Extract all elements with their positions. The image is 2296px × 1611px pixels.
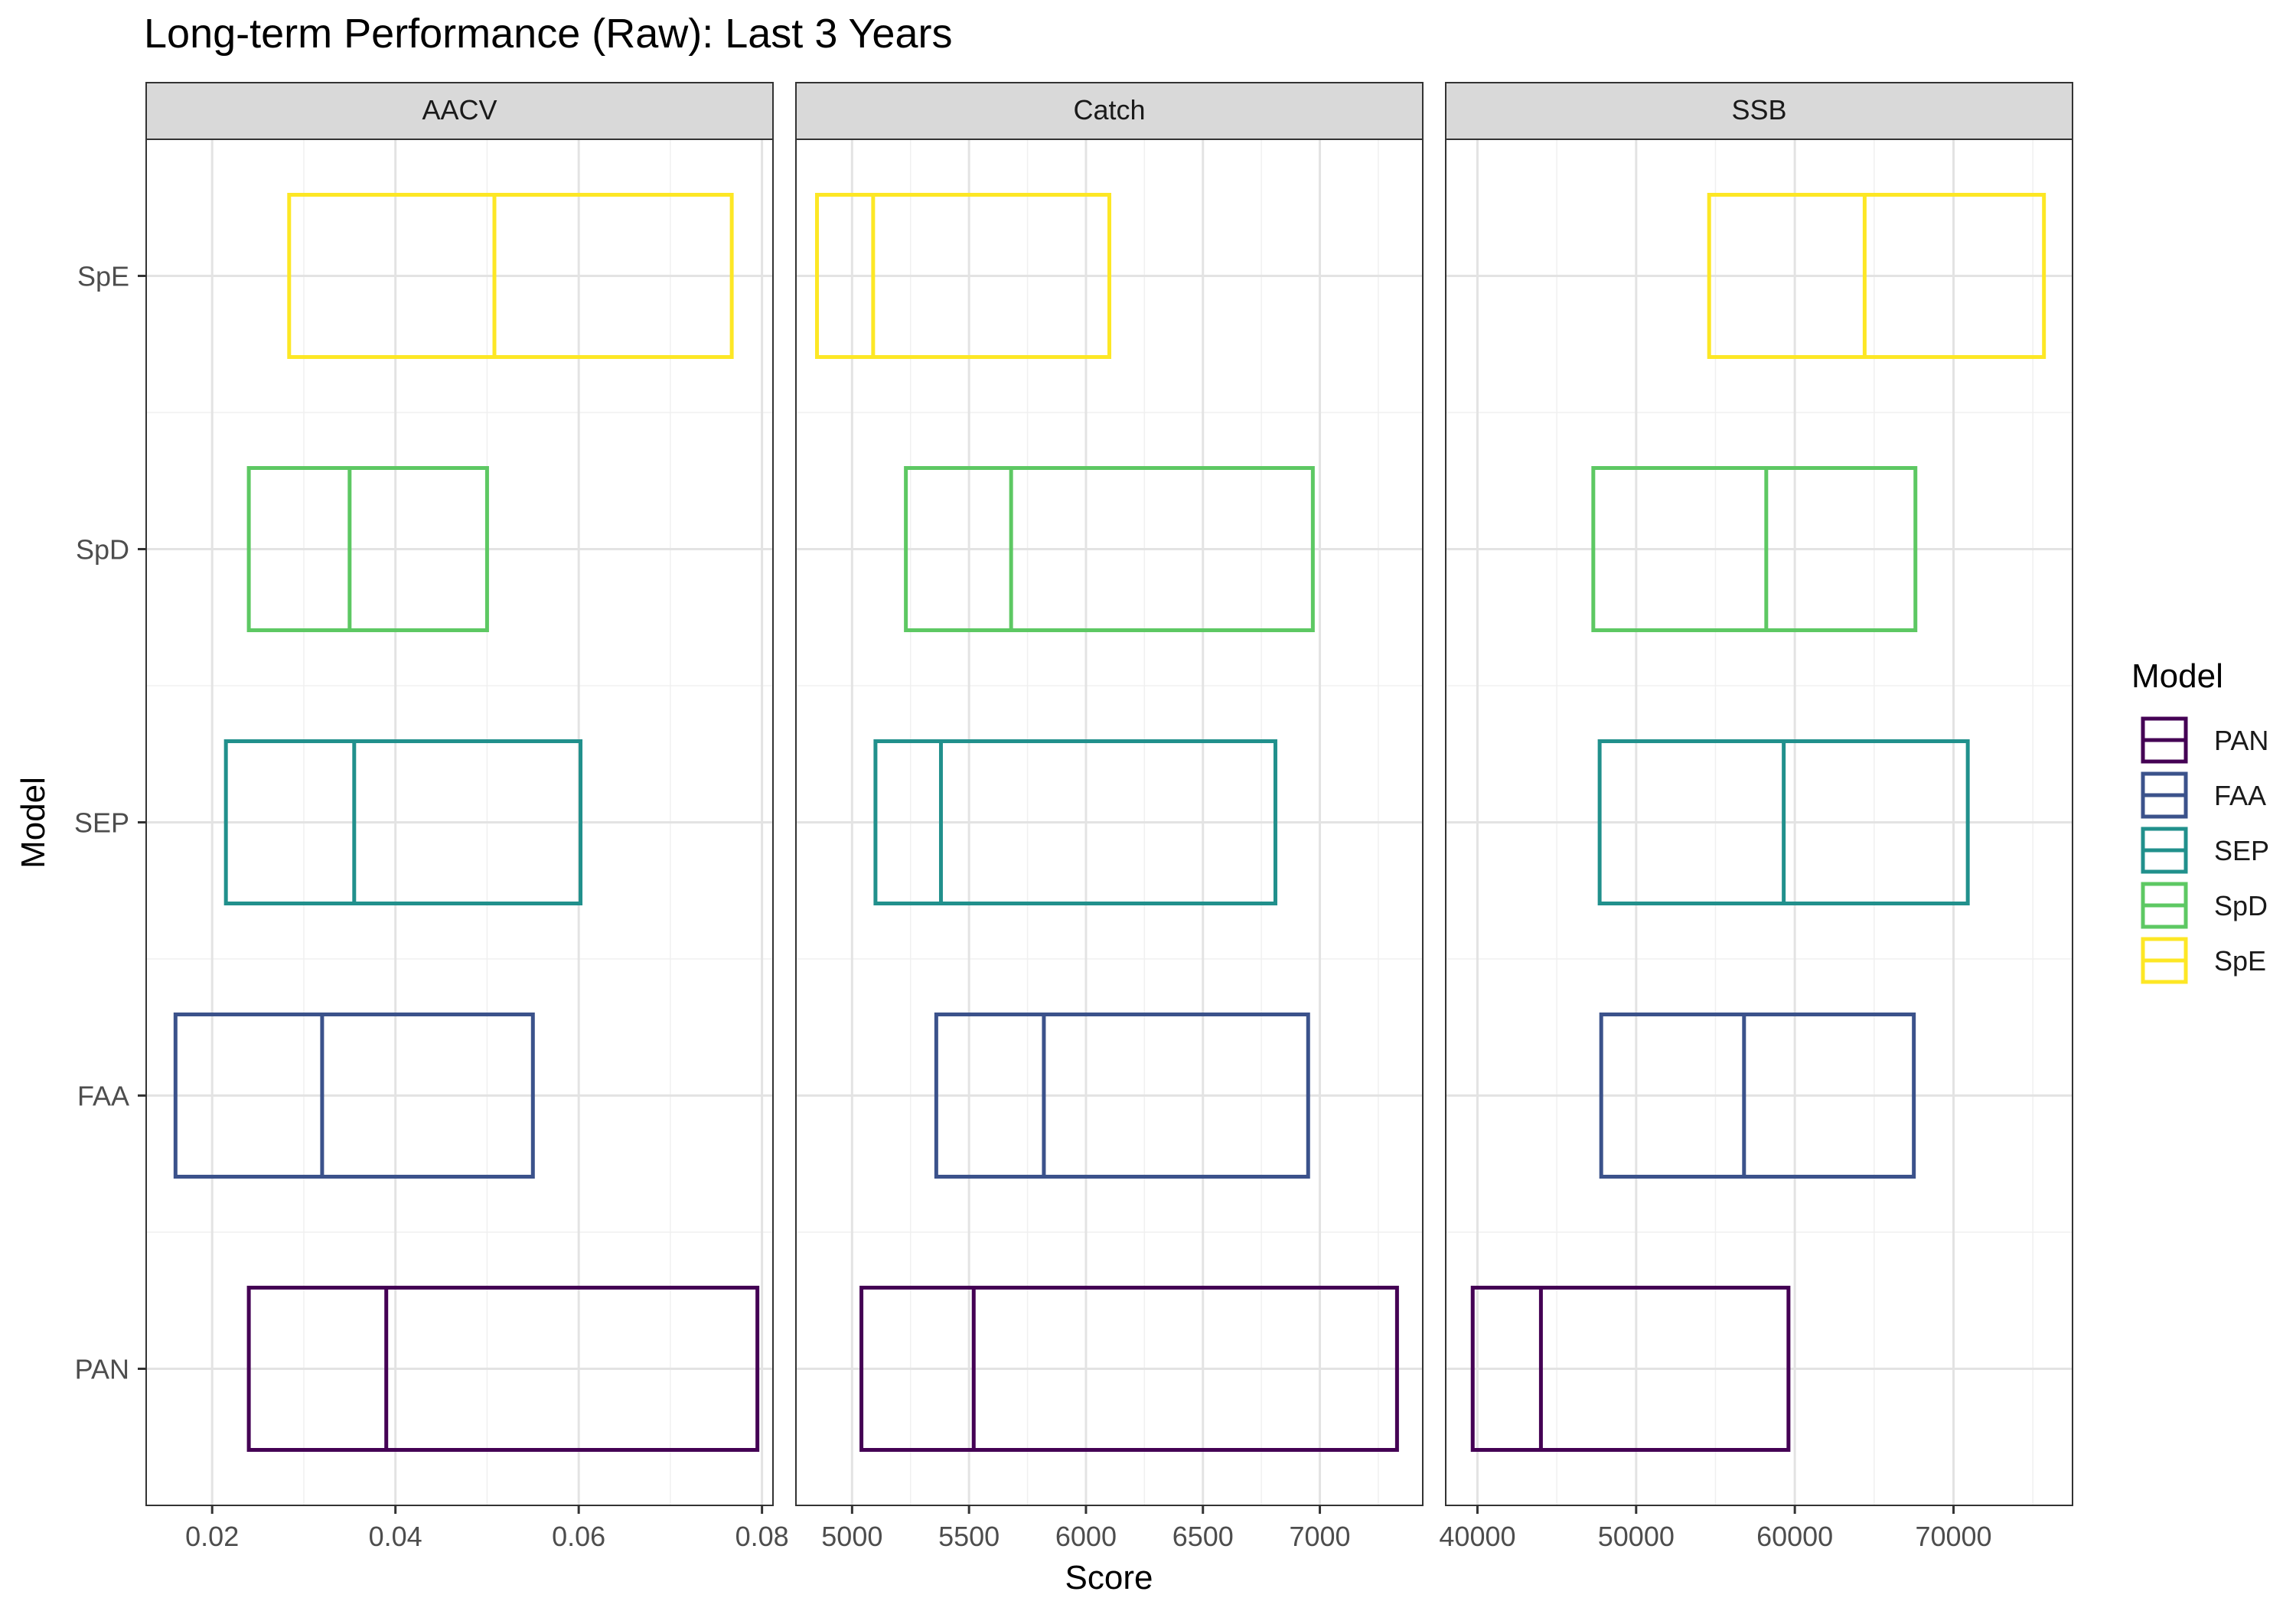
panels-layer: AACV 0.02 0.04 0.06 0.08 Catch 5000 5500 6000 650… — [145, 82, 2073, 1552]
x-tick-label: 7000 — [1289, 1521, 1350, 1552]
box-spd — [246, 466, 489, 632]
legend-item-sep: SEP — [2141, 827, 2269, 874]
y-axis-title: Model — [15, 777, 52, 869]
x-tick-label: 0.02 — [185, 1521, 239, 1552]
box-rect — [934, 1013, 1310, 1179]
x-tick-label: 5500 — [938, 1521, 1000, 1552]
panel-ssb: SSB 40000 50000 60000 70000 — [1439, 82, 2073, 1552]
box-rect — [1591, 466, 1918, 632]
box-pan — [1470, 1286, 1791, 1452]
box-spe — [287, 193, 734, 359]
x-tick-label: 70000 — [1915, 1521, 1991, 1552]
legend-item-spe: SpE — [2141, 937, 2266, 984]
box-rect — [287, 193, 734, 359]
x-tick-label: 40000 — [1439, 1521, 1515, 1552]
y-tick-label: PAN — [75, 1354, 129, 1385]
box-spd — [904, 466, 1315, 632]
box-rect — [904, 466, 1315, 632]
box-rect — [873, 739, 1277, 905]
legend-item-pan: PAN — [2141, 716, 2268, 764]
x-tick-label: 50000 — [1598, 1521, 1675, 1552]
x-tick-label: 0.08 — [735, 1521, 789, 1552]
x-tick-label: 6500 — [1172, 1521, 1234, 1552]
box-spe — [1707, 193, 2047, 359]
strip-background — [1445, 82, 2073, 140]
box-faa — [934, 1013, 1310, 1179]
box-rect — [1470, 1286, 1791, 1452]
box-sep — [223, 739, 583, 905]
box-rect — [246, 466, 489, 632]
y-axis: PAN FAA SEP SpD SpE — [74, 261, 146, 1385]
box-rect — [223, 739, 583, 905]
box-rect — [815, 193, 1112, 359]
legend-label: SpD — [2214, 890, 2268, 921]
box-sep — [1597, 739, 1970, 905]
legend-item-spd: SpD — [2141, 882, 2268, 929]
box-sep — [873, 739, 1277, 905]
x-tick-label: 5000 — [821, 1521, 882, 1552]
legend-label: SpE — [2214, 945, 2266, 977]
panel-aacv: AACV 0.02 0.04 0.06 0.08 — [145, 82, 789, 1552]
legend-label: FAA — [2214, 780, 2266, 811]
strip-label: Catch — [1073, 94, 1145, 126]
x-tick-label: 60000 — [1756, 1521, 1833, 1552]
box-pan — [246, 1286, 760, 1452]
legend-item-faa: FAA — [2141, 771, 2266, 819]
x-tick-label: 0.04 — [369, 1521, 422, 1552]
legend: PAN FAA SEP SpD SpE — [2141, 716, 2269, 984]
box-rect — [1707, 193, 2047, 359]
y-tick-label: SEP — [74, 807, 129, 839]
x-tick-label: 6000 — [1055, 1521, 1117, 1552]
box-rect — [246, 1286, 760, 1452]
x-axis-title: Score — [1065, 1559, 1153, 1596]
box-faa — [173, 1013, 535, 1179]
strip-label: AACV — [422, 94, 497, 126]
box-rect — [173, 1013, 535, 1179]
y-tick-label: SpE — [77, 261, 129, 292]
box-spe — [815, 193, 1112, 359]
x-tick-label: 0.06 — [552, 1521, 605, 1552]
box-spd — [1591, 466, 1918, 632]
box-rect — [1599, 1013, 1916, 1179]
box-faa — [1599, 1013, 1916, 1179]
box-rect — [859, 1286, 1399, 1452]
panel-catch: Catch 5000 5500 6000 6500 7000 — [795, 82, 1424, 1552]
chart-title: Long-term Performance (Raw): Last 3 Year… — [144, 11, 952, 57]
legend-label: PAN — [2214, 725, 2268, 756]
y-tick-label: SpD — [76, 534, 129, 566]
box-pan — [859, 1286, 1399, 1452]
legend-title: Model — [2131, 657, 2223, 695]
y-tick-label: FAA — [77, 1081, 129, 1112]
strip-background — [795, 82, 1424, 140]
strip-background — [145, 82, 774, 140]
strip-label: SSB — [1731, 94, 1786, 126]
legend-label: SEP — [2214, 835, 2269, 866]
